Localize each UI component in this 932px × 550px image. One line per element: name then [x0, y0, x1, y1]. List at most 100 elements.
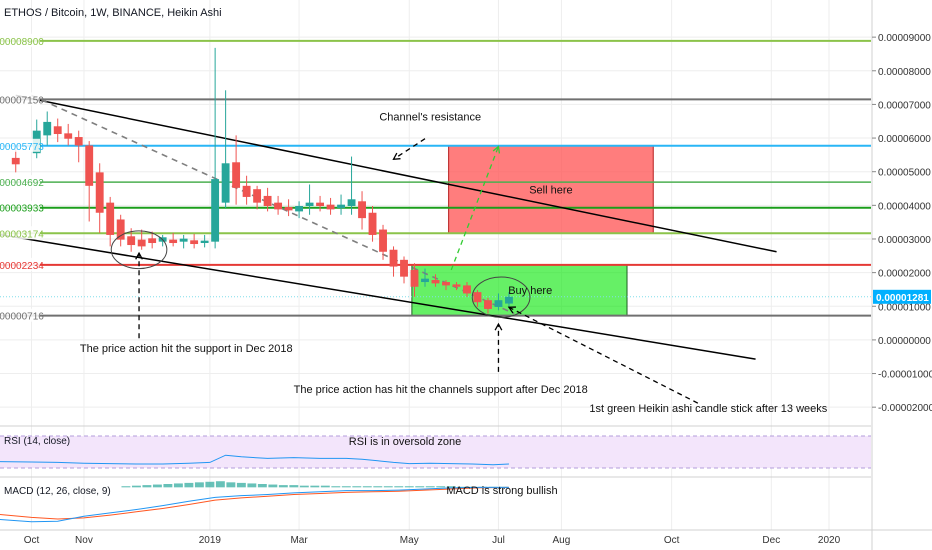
macd-histogram-bar	[152, 484, 162, 488]
candle-body	[431, 280, 440, 284]
time-axis-label: 2019	[199, 535, 222, 546]
macd-histogram-bar	[268, 484, 278, 488]
candle-body	[116, 219, 125, 240]
price-level-label: 0.00002234	[0, 261, 44, 272]
price-level-label: 0.00004692	[0, 178, 44, 189]
candle-body	[452, 284, 461, 287]
macd-histogram-bar	[226, 482, 236, 488]
resistance-arrow-head	[392, 152, 401, 160]
buy-zone-label: Buy here	[508, 285, 552, 297]
macd-signal-line	[0, 486, 509, 520]
level-labels: 0.00008900 0.00007150 0.00005773 0.00004692…	[0, 33, 44, 323]
price-level-label: 0.00003174	[0, 229, 44, 240]
time-axis-label: Oct	[24, 535, 40, 546]
candle-body	[179, 238, 188, 242]
dec-2018-circle	[110, 230, 168, 270]
candle-body	[53, 126, 62, 135]
price-axis-label: 0.00006000	[878, 134, 931, 145]
rsi-label: RSI (14, close)	[4, 436, 70, 447]
price-level-label-bg	[0, 257, 40, 271]
annotations: Channel's resistance The price action hit…	[80, 112, 828, 416]
macd-histogram-bar	[446, 486, 456, 488]
price-level-label-bg	[0, 138, 40, 152]
price-axis-label: 0.00000000	[878, 336, 931, 347]
macd-histogram-bar	[331, 486, 341, 488]
price-levels	[0, 39, 871, 317]
price-level-label: 0.00007150	[0, 95, 44, 106]
candle-body	[211, 179, 220, 242]
candle-body	[484, 300, 492, 309]
candle-body	[284, 207, 293, 211]
candle-body	[505, 296, 513, 304]
candle-body	[368, 212, 377, 235]
candle-body	[242, 185, 251, 197]
macd-histogram-bar	[362, 486, 372, 488]
macd-label: MACD (12, 26, close, 9)	[4, 486, 111, 497]
candle-body	[106, 202, 115, 235]
price-axis-label: 0.00005000	[878, 168, 931, 179]
candle-body	[400, 259, 408, 277]
price-axis-label: 0.00003000	[878, 235, 931, 246]
candle-body	[295, 206, 304, 212]
candle-body	[127, 236, 136, 246]
time-axis[interactable]: Oct Nov 2019 Mar May Jul Aug Oct Dec 2020	[24, 535, 841, 546]
macd-histogram-bar	[289, 485, 299, 488]
price-level-label-bg	[0, 92, 40, 106]
price-level-label: 0.00005773	[0, 142, 44, 153]
price-axis: 0.00009000 0.00008000 0.00007000 0.00006000…	[872, 33, 932, 414]
candle-body	[379, 229, 387, 252]
macd-histogram-bar	[194, 482, 204, 488]
price-axis-label: 0.00002000	[878, 269, 931, 280]
time-axis-label: May	[400, 535, 419, 546]
macd-histogram-bar	[142, 485, 152, 488]
trend-lines	[0, 94, 777, 360]
macd-histogram-bar	[373, 486, 383, 488]
green-dashed-arrow	[450, 146, 500, 271]
price-axis-label: -0.00001000	[878, 370, 932, 381]
macd-annotation: MACD is strong bullish	[446, 485, 557, 497]
time-axis-label: Nov	[75, 535, 93, 546]
time-axis-label: Mar	[290, 535, 308, 546]
rsi-pane: RSI (14, close)RSI is in oversold zone40…	[0, 425, 903, 469]
candle-body	[316, 202, 325, 207]
channel-support-arrow-head	[494, 322, 503, 331]
price-axis-label: -0.00002000	[878, 403, 932, 414]
price-level-label-bg	[0, 308, 40, 322]
rsi-line	[0, 454, 509, 466]
circles	[110, 230, 531, 318]
price-axis-label: 0.00001000	[878, 302, 931, 313]
candle-body	[74, 137, 83, 146]
price-level-label-bg	[0, 33, 40, 47]
price-level-label-bg	[0, 200, 40, 214]
candle-body	[389, 249, 398, 267]
price-axis-panel[interactable]	[872, 0, 932, 550]
candle-body	[442, 282, 450, 286]
macd-histogram-bar	[121, 486, 131, 488]
annotation-green-candle: 1st green Heikin ashi candle stick after…	[589, 403, 827, 415]
candle-body	[169, 239, 178, 244]
candle-body	[11, 157, 20, 165]
macd-histogram-bar	[163, 484, 173, 488]
macd-histogram-bar	[184, 482, 194, 488]
candle-body	[200, 240, 209, 244]
zone-labels: Sell here Buy here	[508, 185, 572, 297]
channel-support-circle	[471, 276, 531, 318]
macd-histogram-bar	[299, 485, 309, 488]
macd-histogram-bar	[383, 486, 393, 488]
macd-histogram-bar	[341, 486, 351, 488]
price-axis-label: 0.00008000	[878, 67, 931, 78]
rsi-band	[0, 436, 871, 468]
rsi-annotation: RSI is in oversold zone	[349, 436, 462, 448]
candle-body	[64, 133, 73, 139]
last-price-badge	[873, 289, 931, 304]
macd-histogram-bar	[278, 485, 288, 488]
macd-histogram-bar	[425, 486, 435, 488]
macd-histogram-bar	[131, 485, 141, 488]
price-level-label: 0.00008900	[0, 37, 44, 48]
support-trendline	[0, 233, 756, 360]
candle-body	[148, 238, 157, 244]
candle-body	[274, 202, 283, 210]
macd-histogram-bar	[352, 486, 362, 488]
candle-body	[221, 163, 230, 203]
